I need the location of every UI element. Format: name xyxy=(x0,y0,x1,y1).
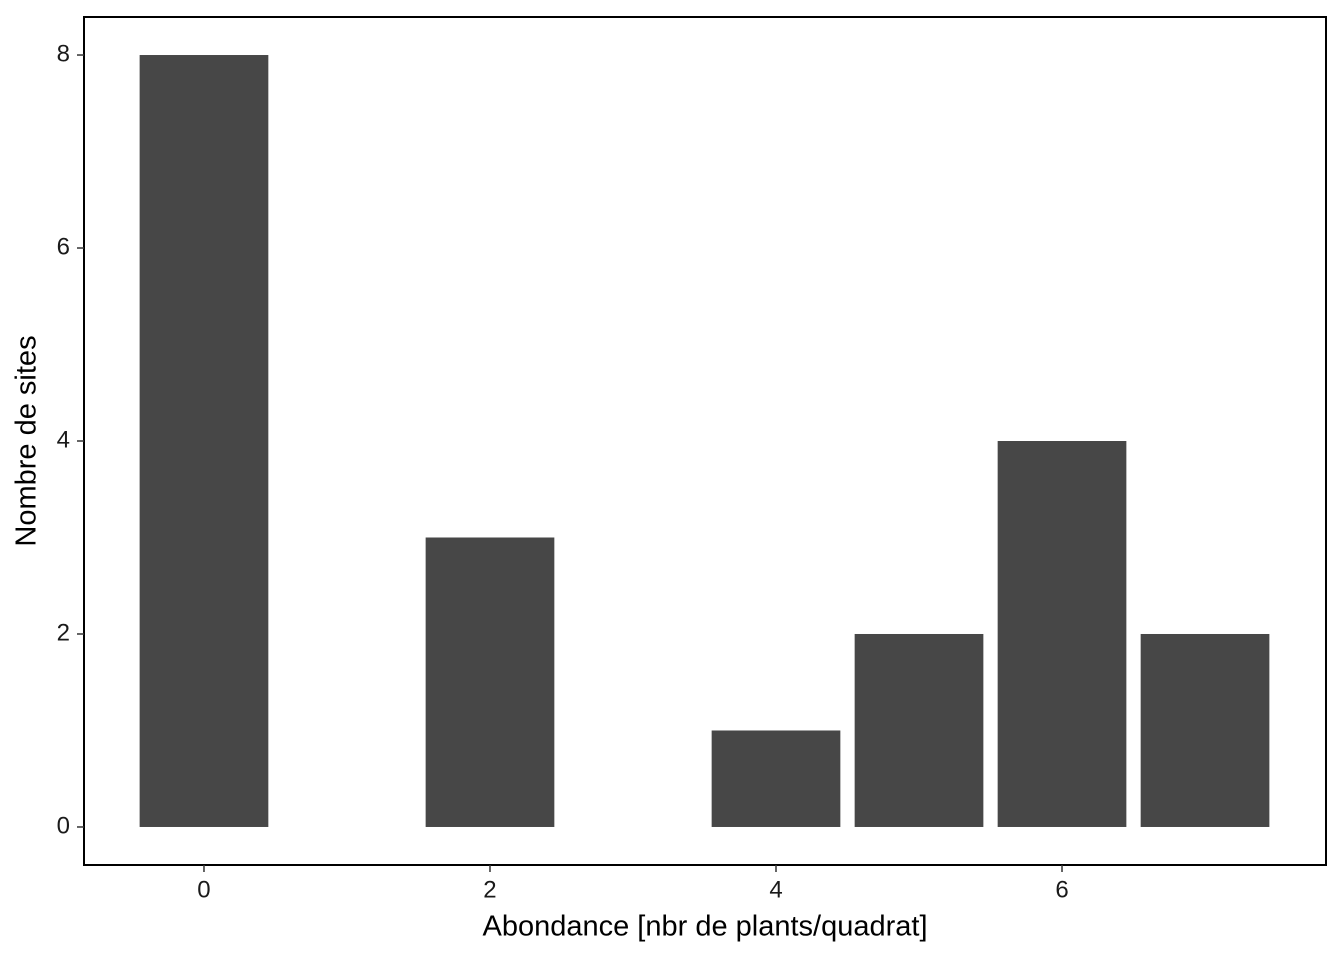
panel xyxy=(83,16,1327,866)
x-tick-label: 4 xyxy=(769,876,782,903)
y-tick-label: 4 xyxy=(57,426,70,453)
x-axis-title: Abondance [nbr de plants/quadrat] xyxy=(483,911,928,943)
y-tick-label: 2 xyxy=(57,619,70,646)
x-tick-label: 0 xyxy=(197,876,210,903)
bar xyxy=(711,730,841,827)
x-tick-label: 6 xyxy=(1055,876,1068,903)
y-axis-title: Nombre de sites xyxy=(11,335,43,546)
y-tick-label: 6 xyxy=(57,233,70,260)
x-tick-label: 2 xyxy=(483,876,496,903)
bar xyxy=(139,55,269,827)
bar xyxy=(997,441,1127,827)
y-tick-label: 8 xyxy=(57,40,70,67)
bar xyxy=(854,633,984,827)
y-tick-label: 0 xyxy=(57,812,70,839)
bar xyxy=(425,537,555,827)
bar xyxy=(1140,633,1270,827)
